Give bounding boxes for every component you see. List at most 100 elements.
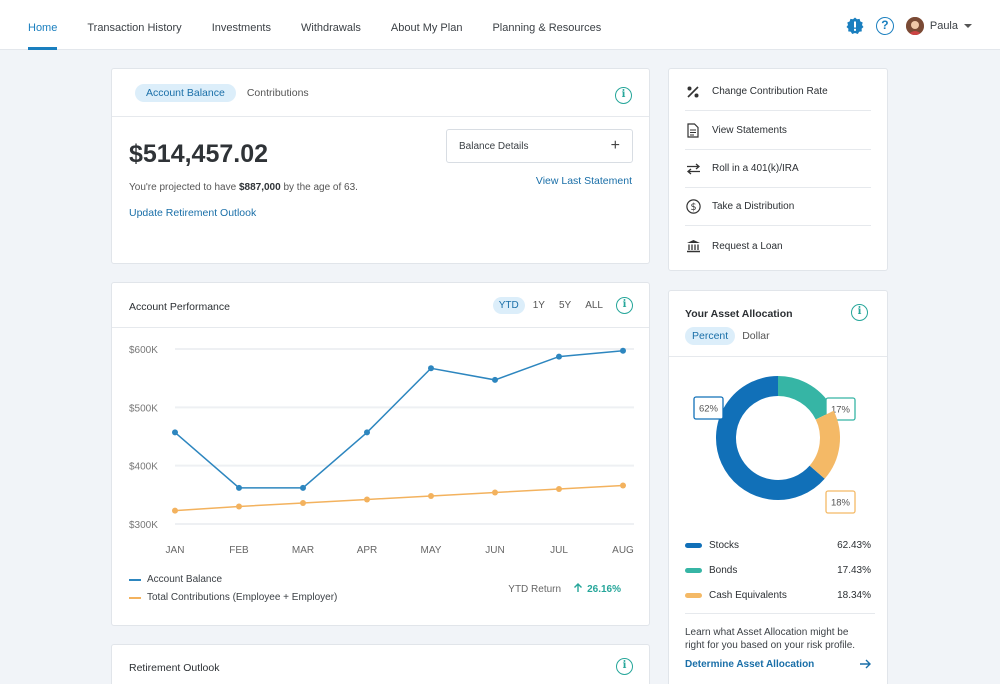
range-ytd[interactable]: YTD — [492, 297, 525, 314]
series-line-contributions — [174, 484, 624, 512]
data-point[interactable] — [620, 347, 626, 354]
user-name[interactable]: Paula — [929, 20, 958, 32]
range-all[interactable]: ALL — [585, 300, 603, 311]
data-point[interactable] — [364, 496, 370, 503]
series-line-account-balance — [174, 350, 624, 489]
performance-card: Account Performance YTD 1Y 5Y ALL i $600… — [111, 282, 650, 626]
action-label: Request a Loan — [712, 240, 783, 252]
nav-about-my-plan[interactable]: About My Plan — [390, 22, 463, 34]
projection-suffix: by the age of 63. — [280, 182, 358, 193]
range-5y[interactable]: 5Y — [558, 300, 572, 311]
allocation-donut-chart: 62% 17% 18% — [693, 376, 856, 514]
performance-card-header: Account Performance YTD 1Y 5Y ALL i — [112, 283, 649, 328]
determine-asset-allocation-label: Determine Asset Allocation — [685, 659, 815, 670]
y-tick-label: $400K — [129, 462, 158, 473]
chevron-down-icon[interactable] — [964, 24, 972, 28]
data-point[interactable] — [556, 353, 562, 360]
donut-slice-bonds[interactable] — [777, 376, 834, 420]
allocation-row-cash: Cash Equivalents 18.34% — [685, 590, 871, 601]
allocation-label: Stocks — [709, 540, 740, 551]
projection-text: You're projected to have $887,000 by the… — [129, 182, 358, 193]
nav-planning-resources[interactable]: Planning & Resources — [492, 22, 602, 34]
nav-home[interactable]: Home — [28, 0, 58, 50]
ytd-return-label: YTD Return — [508, 583, 562, 595]
bank-icon — [685, 239, 701, 253]
data-point[interactable] — [620, 482, 626, 489]
legend-swatch — [685, 593, 702, 598]
percent-icon — [685, 85, 701, 99]
performance-title: Account Performance — [129, 301, 230, 313]
y-tick-label: $300K — [129, 520, 158, 531]
data-point[interactable] — [172, 507, 178, 514]
action-roll-in-401k[interactable]: Roll in a 401(k)/IRA — [685, 150, 871, 188]
view-last-statement-link[interactable]: View Last Statement — [535, 175, 632, 187]
data-point[interactable] — [428, 365, 434, 372]
data-point[interactable] — [236, 484, 242, 491]
data-point[interactable] — [492, 376, 498, 383]
nav-investments[interactable]: Investments — [211, 22, 271, 34]
allocation-percent: 18.34% — [837, 590, 871, 601]
x-tick-label: MAY — [421, 545, 442, 556]
nav-transaction-history[interactable]: Transaction History — [87, 22, 182, 34]
action-change-contribution-rate[interactable]: Change Contribution Rate — [685, 73, 871, 111]
document-icon — [685, 123, 701, 138]
determine-asset-allocation-link[interactable]: Determine Asset Allocation — [685, 659, 871, 670]
tab-account-balance[interactable]: Account Balance — [135, 83, 236, 102]
slice-label-box — [693, 396, 724, 420]
allocation-row-bonds: Bonds 17.43% — [685, 565, 871, 576]
info-icon[interactable]: i — [615, 87, 632, 104]
info-icon[interactable]: i — [851, 304, 868, 321]
nav-withdrawals[interactable]: Withdrawals — [301, 22, 361, 34]
data-point[interactable] — [300, 484, 306, 491]
update-retirement-outlook-link[interactable]: Update Retirement Outlook — [129, 207, 257, 219]
divider — [685, 613, 875, 614]
action-label: Change Contribution Rate — [712, 86, 828, 97]
toggle-dollar[interactable]: Dollar — [742, 330, 770, 342]
top-nav-bar: Home Transaction History Investments Wit… — [0, 0, 1000, 50]
data-point[interactable] — [492, 489, 498, 496]
legend-swatch — [129, 578, 141, 581]
data-point[interactable] — [556, 486, 562, 492]
balance-details-label: Balance Details — [459, 140, 529, 152]
x-tick-label: AUG — [612, 545, 634, 556]
donut-slice-cash-equivalents[interactable] — [809, 410, 840, 479]
avatar-image — [905, 17, 924, 35]
asset-allocation-title: Your Asset Allocation — [685, 308, 793, 320]
ytd-return-number: 26.16% — [587, 584, 621, 595]
slice-label-box — [825, 490, 856, 514]
asset-allocation-card: Your Asset Allocation i Percent Dollar 6… — [668, 290, 888, 684]
x-tick-label: APR — [357, 545, 378, 556]
data-point[interactable] — [172, 429, 178, 436]
legend-label: Total Contributions (Employee + Employer… — [147, 592, 338, 603]
data-point[interactable] — [428, 493, 434, 499]
range-selector: YTD 1Y 5Y ALL — [491, 297, 609, 314]
data-point[interactable] — [236, 503, 242, 510]
legend-swatch — [685, 543, 702, 548]
info-icon[interactable]: i — [616, 297, 633, 314]
performance-chart: $600K $500K $400K $300K JAN FEB MAR APR MAY JUN JU… — [129, 345, 634, 556]
x-tick-label: JUN — [485, 545, 504, 556]
alert-icon[interactable] — [846, 17, 864, 35]
action-view-statements[interactable]: View Statements — [685, 112, 871, 150]
ytd-return-value: 26.16% — [573, 583, 621, 595]
action-take-distribution[interactable]: $ Take a Distribution — [685, 188, 871, 226]
info-icon[interactable]: i — [616, 658, 633, 675]
action-label: View Statements — [712, 125, 787, 136]
donut-slice-stocks[interactable] — [716, 376, 825, 500]
toggle-percent[interactable]: Percent — [685, 327, 736, 345]
allocation-percent: 17.43% — [837, 565, 871, 576]
avatar[interactable] — [905, 17, 924, 35]
action-request-loan[interactable]: Request a Loan — [685, 227, 871, 265]
legend-total-contributions: Total Contributions (Employee + Employer… — [129, 592, 337, 603]
data-point[interactable] — [364, 429, 370, 436]
legend-swatch — [129, 596, 141, 599]
balance-details-button[interactable]: Balance Details + — [446, 129, 633, 163]
help-icon[interactable]: ? — [875, 17, 894, 35]
y-tick-label: $600K — [129, 345, 158, 356]
action-label: Roll in a 401(k)/IRA — [712, 163, 799, 174]
tab-contributions[interactable]: Contributions — [246, 86, 309, 99]
data-point[interactable] — [300, 500, 306, 506]
legend-label: Account Balance — [147, 574, 223, 585]
range-1y[interactable]: 1Y — [532, 300, 545, 311]
projection-amount: $887,000 — [238, 182, 281, 193]
